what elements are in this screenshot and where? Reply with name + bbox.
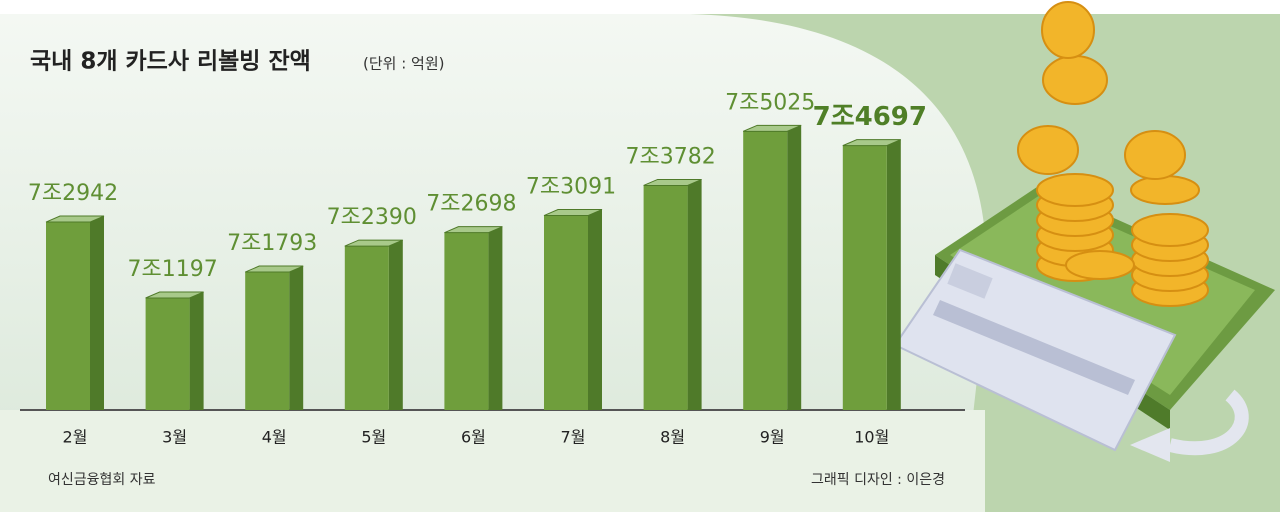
bar-side [886,139,901,411]
x-tick-label: 4월 [262,428,287,447]
chart-title: 국내 8개 카드사 리볼빙 잔액 [30,49,311,75]
bar-side [787,125,802,410]
footer-band [0,410,985,512]
value-label: 7조3091 [526,175,616,200]
bar [145,298,190,410]
value-label: 7조2942 [28,181,118,206]
bar [743,131,788,410]
chart-subtitle: (단위 : 억원) [363,55,445,73]
bar-top [145,291,204,299]
bar-side [388,240,403,410]
bar-top [543,209,603,217]
bar [344,246,389,410]
bar-side [588,209,602,410]
value-label: 7조1793 [227,231,317,256]
x-tick-label: 3월 [162,428,187,447]
bar-top [842,139,901,147]
bar-top [743,124,802,132]
value-label: 7조2390 [327,205,417,230]
bar [46,222,90,410]
bar [544,215,588,410]
bar [245,272,290,410]
x-tick-label: 10월 [854,428,889,447]
value-label: 7조1197 [127,257,217,282]
x-tick-label: 8월 [660,428,685,447]
bar-top [444,226,503,234]
bar-top [45,215,105,223]
bar-side [90,216,104,410]
x-tick-label: 2월 [63,428,88,447]
bar-side [289,266,304,410]
x-tick-label: 7월 [561,428,586,447]
bar [444,232,489,410]
x-tick-label: 9월 [760,428,785,447]
bar-side [488,226,503,410]
x-tick-label: 6월 [461,428,486,447]
value-label: 7조4697 [813,102,927,132]
bar-side [189,292,204,410]
bar [842,145,887,411]
credit: 그래픽 디자인 : 이은경 [811,472,945,488]
source: 여신금융협회 자료 [48,472,156,488]
value-label: 7조5025 [725,90,815,115]
illustration [893,1,1275,462]
bar-top [245,265,304,273]
x-tick-label: 5월 [361,428,386,447]
bar-top [344,239,403,247]
bar-side [687,179,702,410]
value-label: 7조3782 [625,144,715,169]
value-label: 7조2698 [426,192,516,217]
bar-top [643,178,702,186]
bar [643,185,688,410]
